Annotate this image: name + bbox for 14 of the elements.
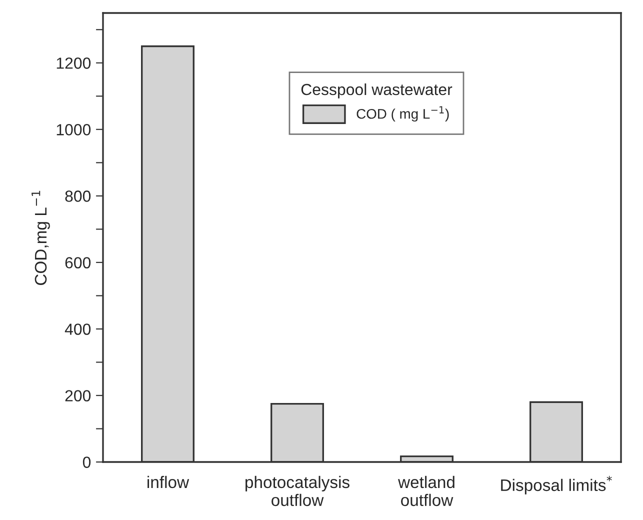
- x-tick-label: inflow: [148, 476, 190, 488]
- x-tick-label: wetland outflow: [398, 476, 454, 506]
- x-tick-label: photocatalysis outflow: [246, 476, 350, 506]
- legend-label: COD ( mg L$^{−1}$): [356, 106, 449, 122]
- y-axis-title: COD,mg L$^{−1}$: [32, 190, 50, 285]
- y-tick-label: 200: [65, 390, 91, 402]
- y-tick-label: 400: [64, 324, 91, 335]
- x-tick-label: Disposal limits$^{*}$: [501, 476, 612, 494]
- y-tick-label: 1200: [56, 58, 91, 69]
- y-tick-label: 1000: [56, 124, 91, 136]
- y-tick-label: 800: [65, 190, 91, 202]
- y-tick-label: 0: [82, 456, 91, 468]
- legend-title: Cesspool wastewater: [301, 83, 452, 98]
- y-tick-label: 600: [65, 257, 91, 268]
